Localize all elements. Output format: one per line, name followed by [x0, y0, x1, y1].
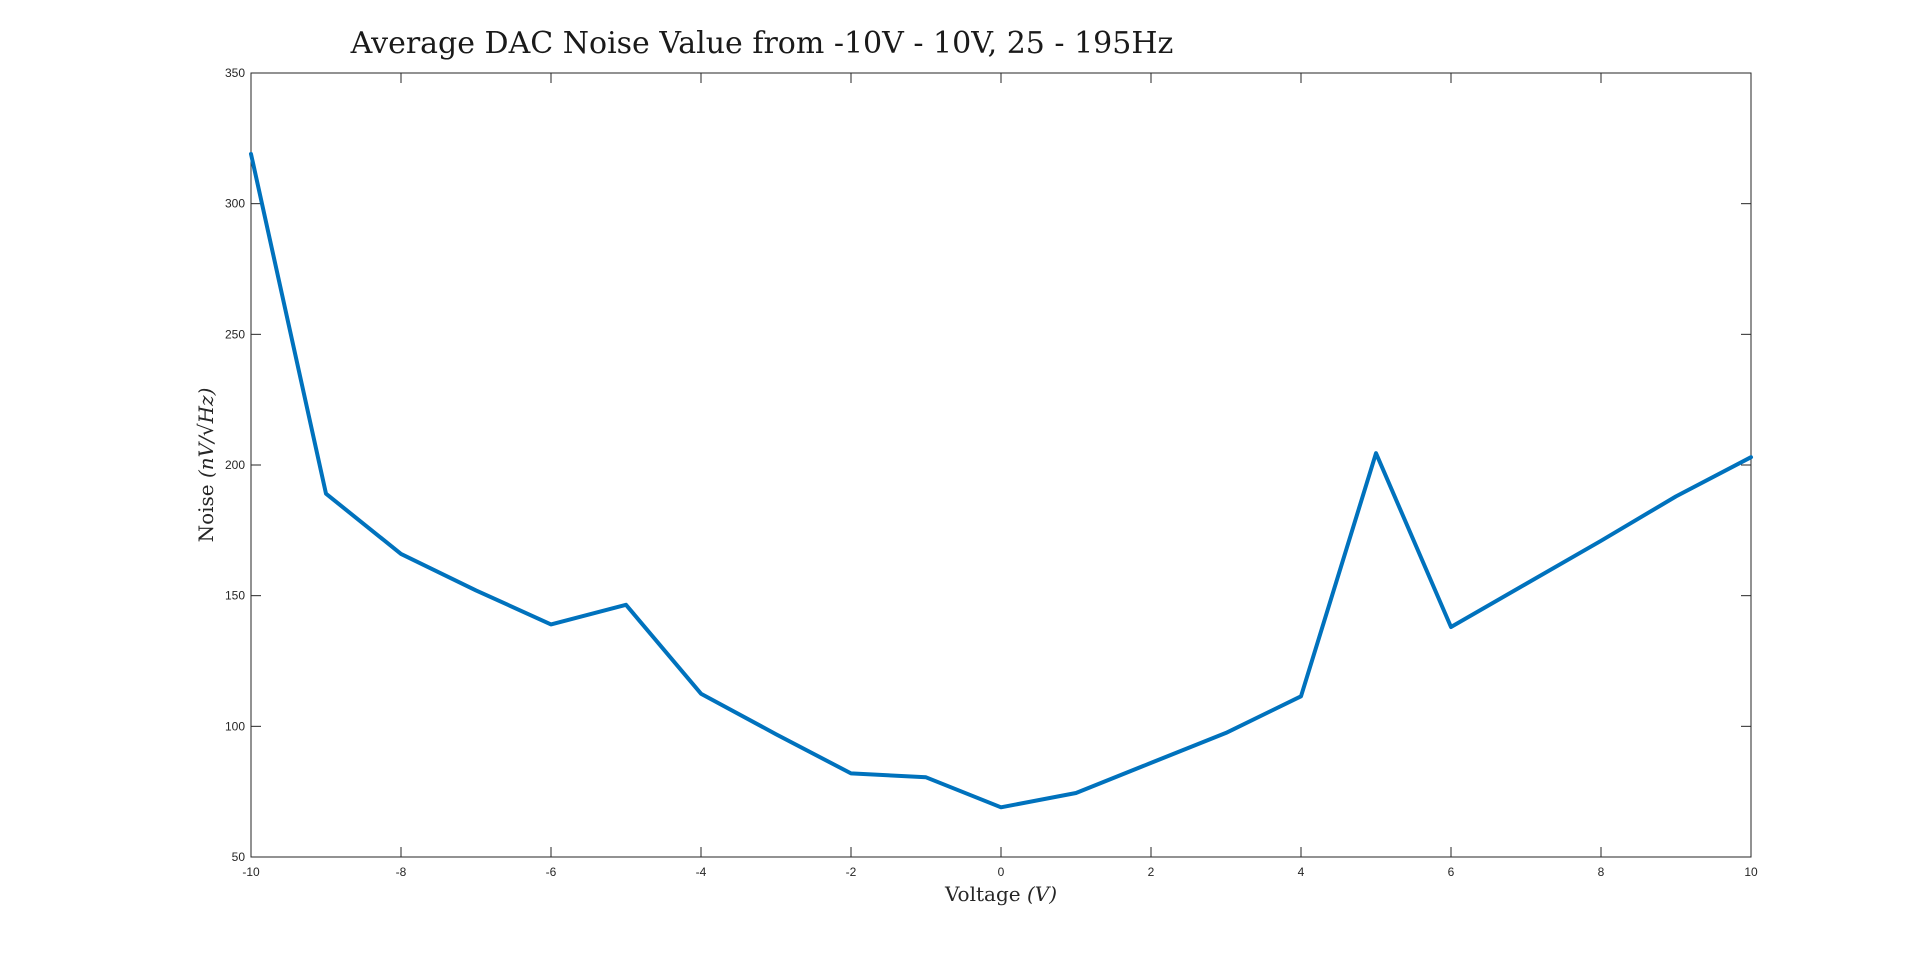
x-axis-unit: (V): [1027, 882, 1057, 906]
y-tick-label: 200: [225, 458, 245, 472]
series-layer: [249, 152, 1753, 810]
x-tick-label: 4: [1298, 865, 1305, 879]
chart-title: Average DAC Noise Value from -10V - 10V,…: [350, 26, 1174, 61]
x-tick-label: 0: [998, 865, 1005, 879]
x-tick-label: -6: [546, 865, 557, 879]
y-tick-label: 100: [225, 719, 245, 733]
y-tick-label: 350: [225, 66, 245, 80]
y-axis-unit: (nV/√Hz): [194, 388, 218, 478]
x-tick-label: 2: [1148, 865, 1155, 879]
y-axis-label: Noise (nV/√Hz): [194, 388, 218, 543]
y-tick-label: 250: [225, 327, 245, 341]
y-axis: 50 100 150 200 250 300 350: [225, 66, 1751, 864]
y-tick-label: 150: [225, 589, 245, 603]
x-tick-label: 6: [1448, 865, 1455, 879]
x-tick-label: 8: [1598, 865, 1605, 879]
x-tick-label: -10: [242, 865, 260, 879]
plot-area: -10 -8 -6 -4 -2 0 2 4 6 8 10 50 100 150 200 250 300 350: [225, 66, 1758, 879]
x-axis: -10 -8 -6 -4 -2 0 2 4 6 8 10: [242, 73, 1758, 879]
x-tick-label: 10: [1744, 865, 1758, 879]
x-tick-label: -2: [846, 865, 857, 879]
y-tick-label: 50: [232, 850, 246, 864]
y-tick-label: 300: [225, 197, 245, 211]
x-tick-label: -8: [396, 865, 407, 879]
x-axis-label: Voltage (V): [944, 882, 1057, 906]
x-tick-label: -4: [696, 865, 707, 879]
